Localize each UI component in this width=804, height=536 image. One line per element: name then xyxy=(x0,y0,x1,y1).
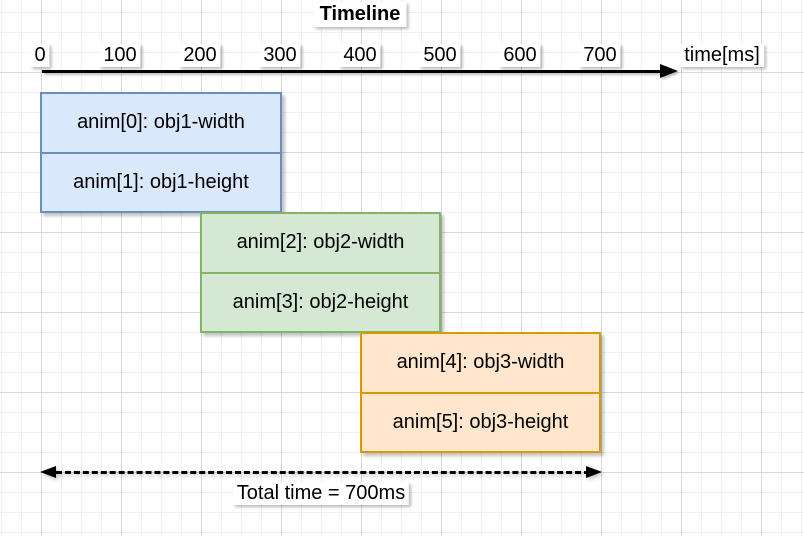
total-time-label: Total time = 700ms xyxy=(232,482,410,505)
axis-tick-400: 400 xyxy=(339,44,381,67)
anim-block-3: anim[3]: obj2-height xyxy=(202,271,439,332)
axis-unit-label: time[ms] xyxy=(680,44,764,67)
anim-block-2: anim[2]: obj2-width xyxy=(236,231,405,254)
obj2-animation-group: anim[2]: obj2-width anim[3]: obj2-height xyxy=(200,212,441,333)
axis-tick-300: 300 xyxy=(259,44,301,67)
axis-tick-600: 600 xyxy=(499,44,541,67)
arrow-right-head-icon xyxy=(586,466,602,478)
axis-tick-0: 0 xyxy=(30,44,50,67)
axis-arrowhead-icon xyxy=(660,64,678,78)
arrow-left-head-icon xyxy=(40,466,56,478)
time-axis-line xyxy=(42,70,662,73)
anim-block-5: anim[5]: obj3-height xyxy=(362,391,599,452)
axis-tick-100: 100 xyxy=(99,44,141,67)
obj1-animation-group: anim[0]: obj1-width anim[1]: obj1-height xyxy=(40,92,282,213)
obj3-animation-group: anim[4]: obj3-width anim[5]: obj3-height xyxy=(360,332,601,453)
anim-block-0: anim[0]: obj1-width xyxy=(77,111,245,134)
anim-block-1: anim[1]: obj1-height xyxy=(42,151,280,212)
diagram-title: Timeline xyxy=(313,2,407,27)
axis-tick-500: 500 xyxy=(419,44,461,67)
dashed-span-line xyxy=(56,471,590,474)
axis-tick-700: 700 xyxy=(579,44,621,67)
anim-block-4: anim[4]: obj3-width xyxy=(396,351,565,374)
axis-tick-200: 200 xyxy=(179,44,221,67)
